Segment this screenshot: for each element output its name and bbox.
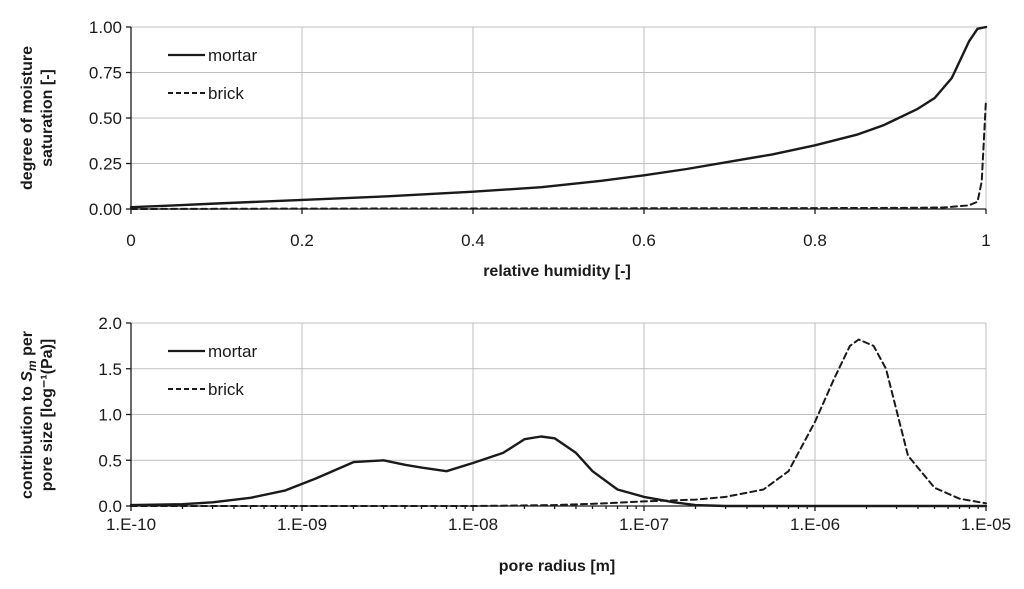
bottom-chart-series (129, 338, 988, 508)
x-tick-label: 1.E-07 (619, 515, 669, 534)
bottom-chart-y-axis-title-line2: pore size [log⁻¹(Pa)] (39, 339, 56, 491)
x-tick-label: 0.4 (461, 231, 485, 250)
top-chart-x-tick-labels: 0 0.2 0.4 0.6 0.8 1 (126, 231, 990, 250)
top-chart-y-axis-title-line2: saturation [-] (39, 69, 56, 167)
x-tick-label: 0.2 (290, 231, 314, 250)
y-tick-label: 0.0 (98, 497, 122, 516)
top-chart-y-axis-title-line1: degree of moisture (19, 46, 36, 190)
x-tick-label: 1.E-09 (277, 515, 327, 534)
series-line-mortar (129, 25, 988, 209)
legend-label-brick: brick (208, 380, 244, 399)
x-tick-label: 0.6 (632, 231, 656, 250)
y-tick-label: 1.5 (98, 360, 122, 379)
y-tick-label: 0.5 (98, 451, 122, 470)
bottom-chart-y-axis-title-line1: contribution to Sm per (19, 331, 39, 499)
bottom-chart-legend: mortar brick (168, 342, 257, 399)
pore-size-distribution-chart: 1.E-10 1.E-09 1.E-08 1.E-07 1.E-06 1.E-05 0.0… (19, 314, 1011, 575)
y-tick-label: 2.0 (98, 314, 122, 333)
bottom-chart-gridlines (131, 322, 987, 506)
y-tick-label: 0.75 (89, 64, 122, 83)
x-tick-label: 1 (981, 231, 990, 250)
bottom-chart-axes (126, 322, 987, 511)
x-tick-label: 1.E-06 (790, 515, 840, 534)
legend-label-mortar: mortar (208, 46, 257, 65)
legend-label-mortar: mortar (208, 342, 257, 361)
x-tick-label: 1.E-05 (961, 515, 1011, 534)
top-chart-x-axis-title: relative humidity [-] (483, 263, 631, 280)
legend-label-brick: brick (208, 84, 244, 103)
bottom-chart-y-tick-labels: 0.0 0.5 1.0 1.5 2.0 (98, 314, 122, 516)
y-tick-label: 0.50 (89, 109, 122, 128)
series-line-brick (130, 98, 987, 210)
x-tick-label: 1.E-08 (448, 515, 498, 534)
bottom-chart-x-axis-title: pore radius [m] (499, 558, 615, 575)
y-tick-label: 1.00 (89, 18, 122, 37)
moisture-saturation-chart: 0 0.2 0.4 0.6 0.8 1 0.00 0.25 0.50 0.75 1.00 rela… (19, 18, 991, 280)
series-line-brick (130, 338, 987, 507)
top-chart-axes (126, 26, 987, 214)
top-chart-legend: mortar brick (168, 46, 257, 103)
top-chart-gridlines (131, 26, 987, 209)
x-tick-label: 0.8 (803, 231, 827, 250)
y-tick-label: 0.25 (89, 155, 122, 174)
x-tick-label: 0 (126, 231, 135, 250)
x-tick-label: 1.E-10 (106, 515, 156, 534)
bottom-chart-x-tick-labels: 1.E-10 1.E-09 1.E-08 1.E-07 1.E-06 1.E-05 (106, 515, 1011, 534)
y-tick-label: 1.0 (98, 406, 122, 425)
y-tick-label: 0.00 (89, 200, 122, 219)
series-line-mortar (129, 435, 988, 508)
top-chart-y-tick-labels: 0.00 0.25 0.50 0.75 1.00 (89, 18, 122, 219)
